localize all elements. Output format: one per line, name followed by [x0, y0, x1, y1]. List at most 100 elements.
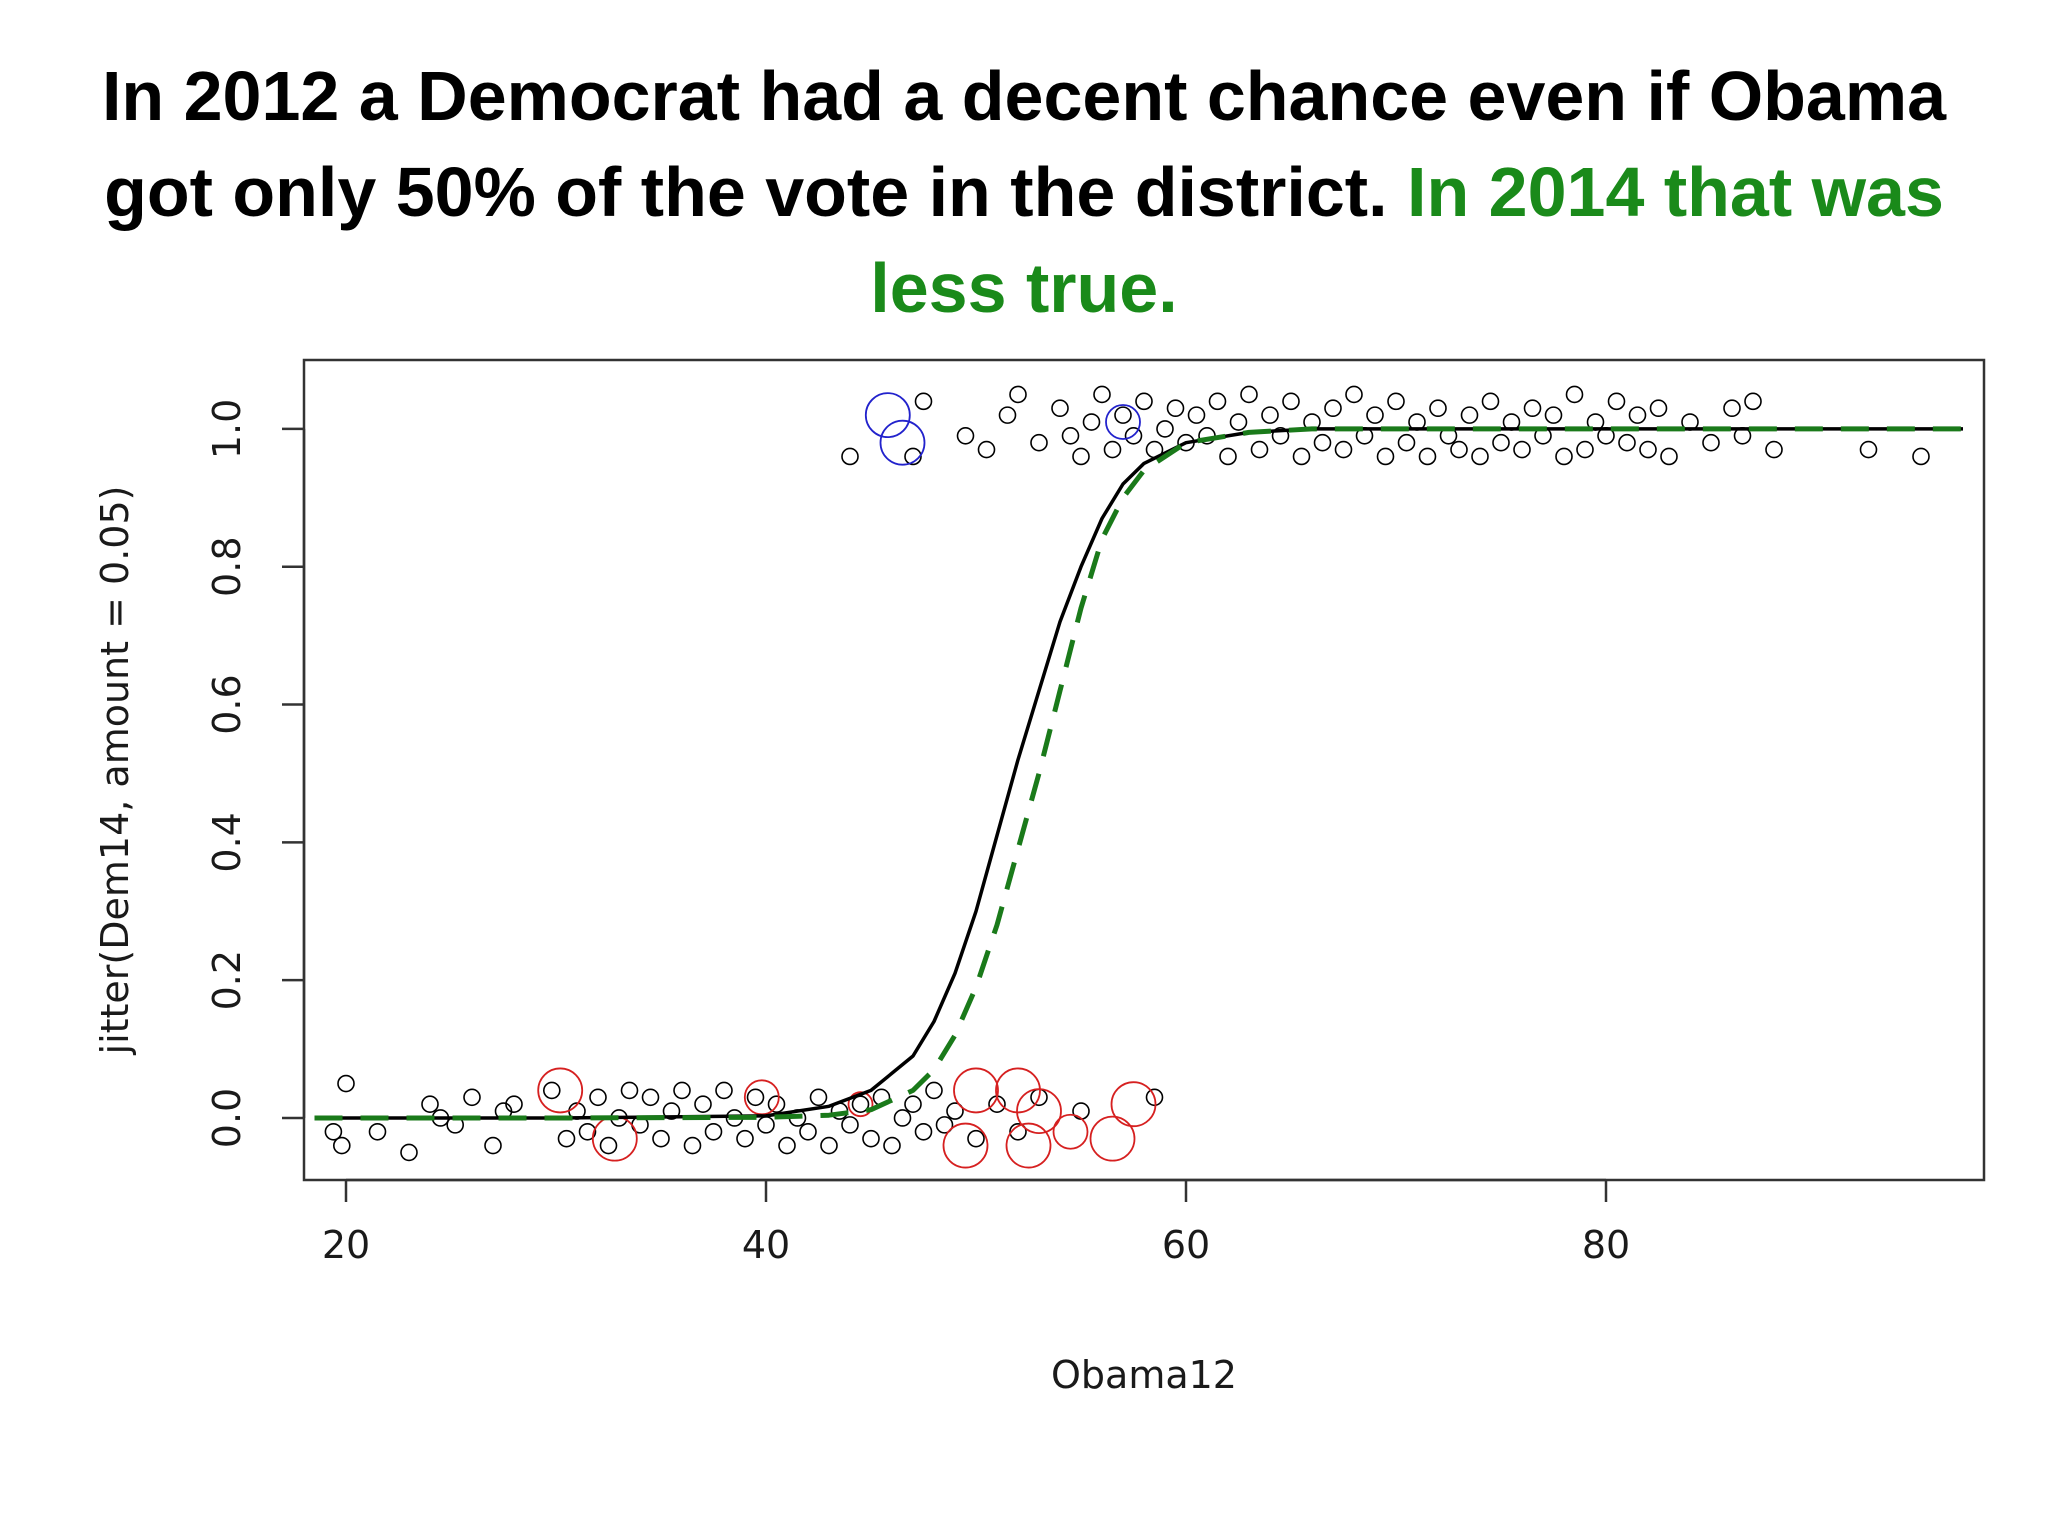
data-point [746, 1088, 765, 1107]
data-point [683, 1136, 702, 1155]
data-point [1744, 392, 1762, 411]
data-point [1145, 1088, 1164, 1107]
data-point [1565, 385, 1584, 404]
x-tick-label: 40 [742, 1223, 790, 1267]
data-point [1324, 399, 1342, 418]
fit-curve-dashed [314, 426, 1963, 1121]
data-point [1250, 440, 1269, 459]
data-point [324, 1122, 343, 1141]
data-point [1859, 440, 1878, 459]
highlighted-point [995, 1067, 1041, 1114]
title-highlight-text: In 2014 that was less true. [870, 153, 1944, 327]
data-point [589, 1088, 607, 1107]
data-point [662, 1102, 681, 1120]
data-point [862, 1129, 880, 1148]
title-main-text: In 2012 a Democrat had a decent chance e… [101, 57, 1947, 231]
data-point [337, 1074, 355, 1093]
data-point [1082, 413, 1101, 431]
data-point [578, 1122, 597, 1141]
data-point [599, 1136, 618, 1155]
highlighted-point [942, 1122, 989, 1169]
fit-curve-solid [314, 427, 1963, 1120]
data-point [1292, 447, 1311, 466]
data-point [956, 426, 975, 445]
data-point [1702, 433, 1720, 452]
data-point [925, 1081, 943, 1100]
data-point [1429, 399, 1447, 418]
data-point [914, 1122, 933, 1141]
highlighted-point [1052, 1113, 1089, 1150]
data-point [1376, 447, 1395, 466]
data-point [778, 1136, 796, 1155]
data-point [1219, 447, 1237, 466]
data-point [1450, 440, 1468, 459]
data-point [1366, 406, 1384, 424]
data-point [841, 1116, 859, 1134]
y-tick-label: 0.6 [205, 674, 249, 734]
data-point [1555, 447, 1573, 466]
data-point [1166, 399, 1185, 418]
data-point [1135, 392, 1153, 411]
data-point [1187, 406, 1206, 424]
data-point [893, 1109, 912, 1127]
data-point [820, 1136, 838, 1155]
data-point [1114, 406, 1132, 424]
data-point [704, 1122, 723, 1141]
x-axis-label: Obama12 [1051, 1353, 1237, 1397]
data-point [1660, 447, 1678, 466]
data-point [1009, 1122, 1027, 1141]
x-tick-label: 20 [322, 1223, 370, 1267]
data-point [1334, 440, 1353, 459]
fit-curves [314, 426, 1963, 1121]
data-point [967, 1129, 985, 1148]
data-point [1271, 426, 1290, 445]
data-point [1051, 399, 1069, 418]
data-point [542, 1081, 561, 1100]
data-point [620, 1081, 639, 1100]
data-point [421, 1095, 439, 1114]
data-point [1607, 392, 1626, 411]
data-point [1156, 420, 1174, 438]
data-point [1765, 440, 1783, 459]
data-point [1072, 447, 1090, 466]
data-point [977, 440, 996, 459]
highlighted-point [1089, 1115, 1136, 1162]
y-tick-label: 0.4 [205, 812, 249, 872]
data-point [1544, 406, 1563, 424]
y-tick-label: 0.8 [205, 537, 249, 597]
data-point [809, 1088, 828, 1107]
highlighted-point [879, 419, 926, 466]
data-point [1061, 426, 1080, 445]
data-point [1513, 440, 1531, 459]
data-point [883, 1136, 901, 1155]
y-tick-label: 1.0 [205, 399, 249, 459]
data-point [998, 406, 1017, 424]
data-point [935, 1116, 954, 1134]
data-point [557, 1129, 576, 1148]
x-tick-label: 80 [1582, 1223, 1630, 1267]
highlighted-point [1105, 404, 1141, 440]
y-axis: 0.0 0.2 0.4 0.6 0.8 1.0 [205, 399, 306, 1148]
plot-frame [302, 358, 1986, 1182]
y-tick-label: 0.0 [205, 1088, 249, 1148]
data-point [914, 392, 933, 411]
data-point [368, 1122, 387, 1141]
data-point [673, 1081, 691, 1100]
highlighted-point [1110, 1081, 1157, 1128]
data-point [505, 1095, 523, 1114]
highlighted-point [953, 1067, 999, 1114]
highlighted-point [1016, 1088, 1062, 1134]
data-point [1723, 399, 1741, 418]
data-point [1072, 1102, 1090, 1120]
data-point [694, 1095, 712, 1114]
data-points [324, 385, 1930, 1162]
x-tick-label: 60 [1162, 1223, 1210, 1267]
data-point [1418, 447, 1437, 466]
data-point [641, 1088, 660, 1107]
y-tick-label: 0.2 [205, 950, 249, 1010]
data-point [715, 1081, 733, 1100]
highlighted-points [537, 392, 1157, 1169]
data-point [400, 1143, 418, 1162]
highlighted-point [864, 392, 911, 439]
data-point [736, 1129, 754, 1148]
